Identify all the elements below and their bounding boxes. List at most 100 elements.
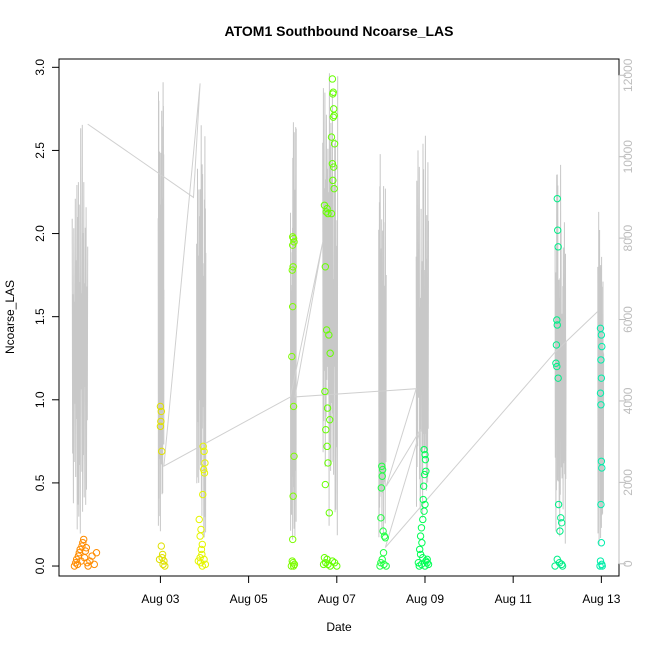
data-point <box>157 417 165 426</box>
gray-trace-burst <box>71 124 89 534</box>
data-point <box>552 359 560 367</box>
x-tick-label: Aug 07 <box>318 592 356 606</box>
data-point <box>326 349 334 357</box>
data-point <box>196 532 204 540</box>
data-point <box>198 550 206 559</box>
data-point <box>419 515 427 524</box>
x-tick-label: Aug 05 <box>230 592 268 606</box>
data-point <box>556 527 564 535</box>
gray-trace-burst <box>157 82 165 532</box>
y-axis-label: Ncoarse_LAS <box>3 280 17 354</box>
data-point <box>155 555 164 564</box>
data-point <box>324 459 332 467</box>
y2-tick-label: 0 <box>621 560 635 567</box>
y-tick-label: 0.0 <box>33 557 47 574</box>
data-point <box>288 352 296 361</box>
y-axis-right: 0 2000 4000 6000 8000 10000 12000 <box>618 58 635 567</box>
data-point <box>598 342 606 351</box>
data-point <box>195 515 203 524</box>
data-point <box>420 507 428 515</box>
data-point <box>418 539 426 547</box>
data-point <box>597 331 606 339</box>
x-tick-label: Aug 11 <box>495 592 532 606</box>
gray-trace-connector <box>87 83 599 548</box>
y2-tick-label: 12000 <box>621 58 635 92</box>
data-point <box>330 163 338 171</box>
data-point <box>327 133 336 141</box>
data-point <box>325 331 333 339</box>
data-point <box>378 472 386 480</box>
data-point <box>200 447 208 456</box>
data-point <box>419 495 427 504</box>
data-point <box>378 462 386 470</box>
y2-tick-label: 2000 <box>621 469 635 496</box>
data-point <box>78 542 86 550</box>
data-point <box>200 555 208 564</box>
data-point <box>552 341 561 349</box>
data-point <box>554 500 563 509</box>
data-point <box>197 545 206 554</box>
data-point <box>597 356 605 364</box>
y-tick-label: 0.5 <box>33 474 47 491</box>
y-tick-label: 2.5 <box>33 142 47 159</box>
data-point <box>421 455 430 464</box>
data-point <box>289 492 297 500</box>
data-point <box>377 484 386 492</box>
gray-trace-burst <box>196 125 207 538</box>
gray-trace-burst <box>322 73 339 536</box>
data-point <box>558 562 567 570</box>
data-point <box>323 555 331 564</box>
data-point <box>200 469 209 477</box>
data-point <box>159 560 167 569</box>
x-axis: Aug 03 Aug 05 Aug 07 Aug 09 Aug 11 Aug 13 <box>141 576 621 606</box>
data-point <box>553 316 561 324</box>
secondary-series-lines <box>71 73 605 548</box>
x-axis-label: Date <box>326 620 352 634</box>
y-tick-label: 3.0 <box>33 59 47 76</box>
data-point <box>423 555 431 564</box>
data-point <box>551 562 559 570</box>
data-point <box>198 540 207 549</box>
y2-tick-label: 6000 <box>621 306 635 333</box>
data-point <box>596 562 604 570</box>
gray-trace-burst <box>378 154 387 538</box>
data-point <box>329 90 337 98</box>
gray-trace-burst <box>290 122 297 540</box>
data-point <box>321 263 330 271</box>
data-point <box>197 525 205 534</box>
data-point <box>376 562 384 570</box>
data-point <box>92 549 101 557</box>
data-point <box>322 426 330 434</box>
data-point <box>324 209 332 218</box>
data-point <box>597 401 605 409</box>
data-point <box>415 545 424 554</box>
data-point <box>289 535 297 544</box>
x-tick-label: Aug 03 <box>141 592 179 606</box>
data-point <box>554 226 562 234</box>
data-point <box>289 302 297 311</box>
data-point <box>596 389 605 397</box>
data-point <box>554 374 562 382</box>
data-point <box>156 402 165 411</box>
gray-trace-burst <box>554 164 567 544</box>
data-point <box>330 184 338 193</box>
y2-tick-label: 4000 <box>621 387 635 414</box>
data-point <box>333 562 341 570</box>
data-point <box>199 490 207 499</box>
plot-frame <box>58 58 620 577</box>
data-point <box>553 321 561 329</box>
data-point <box>416 532 425 540</box>
data-point <box>325 509 333 517</box>
gray-trace-burst <box>415 135 429 518</box>
data-point <box>329 113 337 121</box>
data-point <box>289 263 297 271</box>
data-point <box>419 482 428 490</box>
data-point <box>557 514 565 522</box>
data-point <box>156 422 165 431</box>
y2-tick-label: 8000 <box>621 224 635 251</box>
data-point <box>199 465 208 474</box>
data-point <box>330 105 338 113</box>
data-point <box>420 470 429 479</box>
data-point <box>420 445 428 454</box>
